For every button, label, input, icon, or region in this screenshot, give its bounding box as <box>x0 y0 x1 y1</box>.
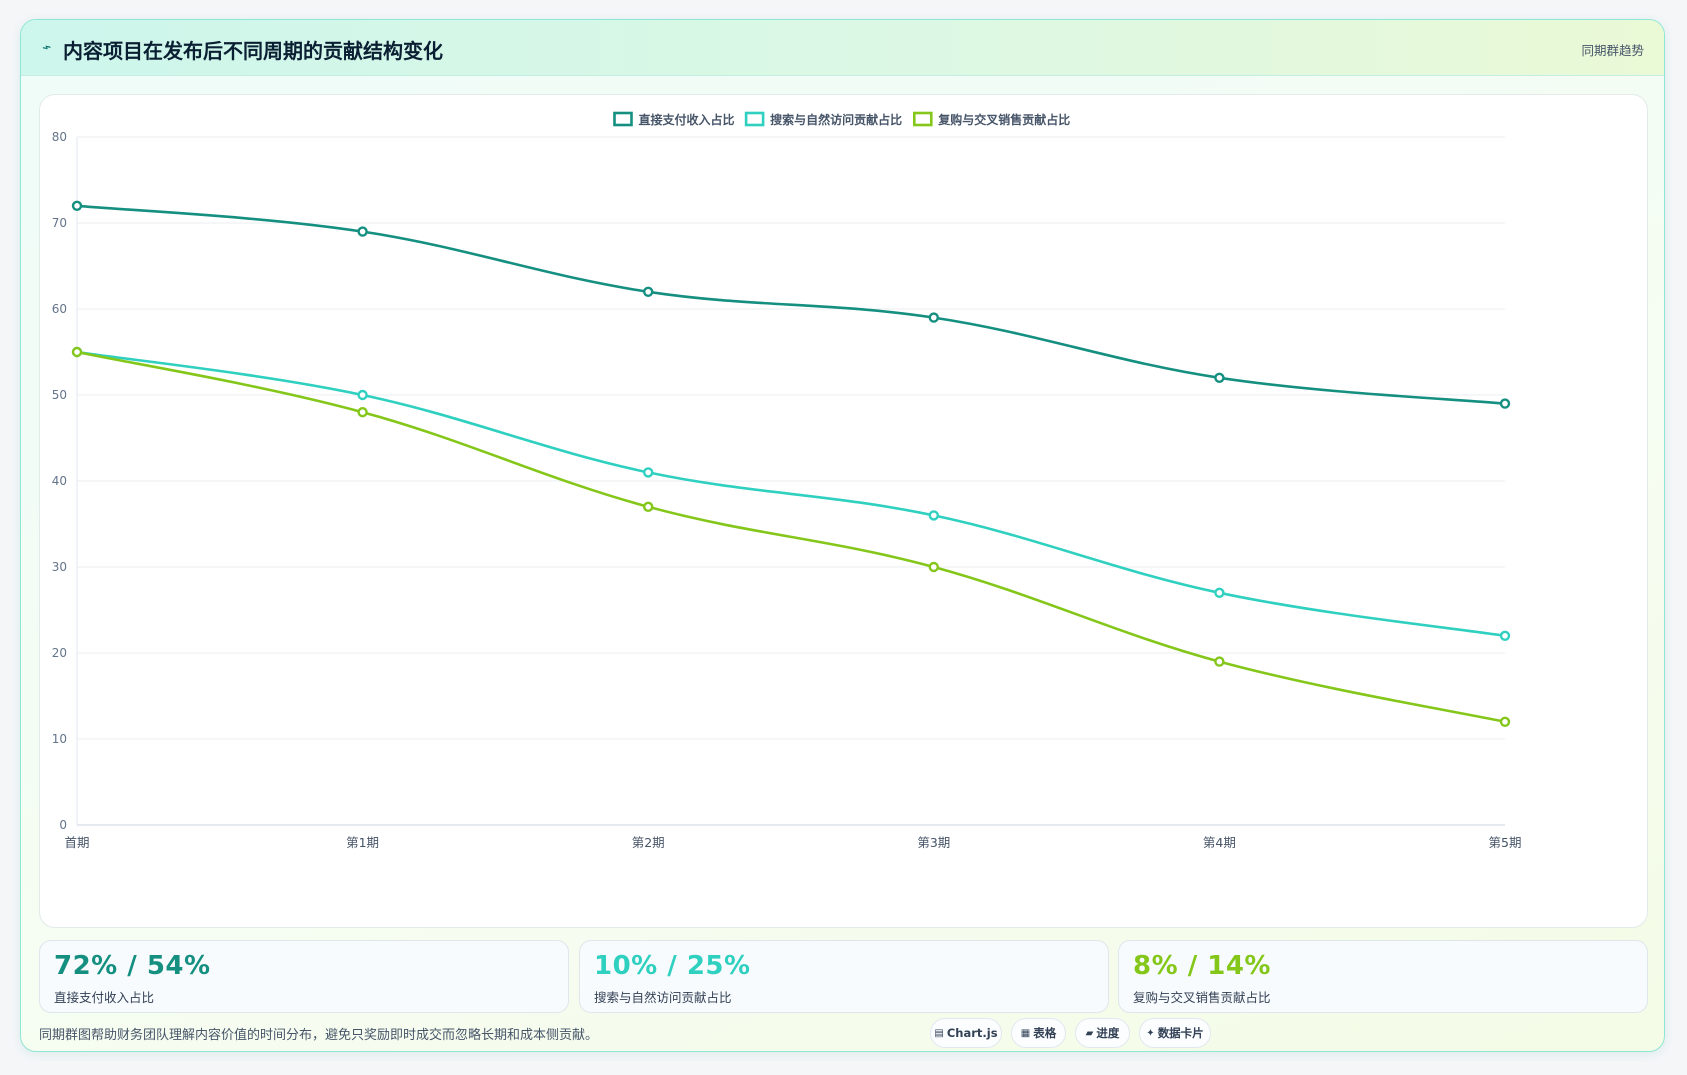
series-line-3 <box>75 350 1507 724</box>
data-point-series-1 <box>928 312 939 323</box>
chip-table[interactable]: ▦ 表格 <box>1011 1018 1066 1048</box>
stat-label: 复购与交叉销售贡献占比 <box>1133 990 1271 1005</box>
legend-label: 搜索与自然访问贡献占比 <box>770 112 902 127</box>
chip-label: 数据卡片 <box>1157 1026 1204 1040</box>
chart-panel: 0 10 20 30 40 50 60 70 80 首期 第1期 第2期 第3期 第4期 第5期 直接支付收入… <box>39 94 1648 928</box>
data-point-series-2 <box>643 467 654 478</box>
stat-value: 8% / 14% <box>1133 951 1271 981</box>
data-point-series-1 <box>357 226 368 237</box>
data-point-series-3 <box>643 501 654 512</box>
series-line-2 <box>75 350 1507 638</box>
legend-swatch <box>912 111 933 127</box>
stat-label: 直接支付收入占比 <box>54 990 155 1005</box>
chip-label: 进度 <box>1096 1026 1120 1040</box>
line-chart: 0 10 20 30 40 50 60 70 80 首期 第1期 第2期 第3期 第4期 第5期 直接支付收入… <box>52 111 1522 850</box>
chip-chartjs[interactable]: ▤ Chart.js <box>930 1018 1002 1048</box>
y-tick-label: 50 <box>52 388 67 402</box>
y-tick-label: 30 <box>52 560 67 574</box>
stat-value: 72% / 54% <box>54 951 211 981</box>
chart-icon: ▤ <box>934 1027 944 1039</box>
header-tag: 同期群趋势 <box>1581 43 1644 58</box>
y-tick-label: 60 <box>52 302 67 316</box>
stat-value: 10% / 25% <box>594 951 751 981</box>
x-tick-label: 第1期 <box>346 835 379 850</box>
y-tick-label: 70 <box>52 216 67 230</box>
legend-swatch <box>744 111 765 127</box>
data-point-series-2 <box>357 389 368 401</box>
chip-label: Chart.js <box>946 1026 998 1040</box>
table-icon: ▦ <box>1020 1027 1031 1039</box>
data-point-series-1 <box>643 286 654 298</box>
y-tick-label: 10 <box>52 732 67 746</box>
data-point-series-3 <box>357 407 368 418</box>
x-tick-label: 第3期 <box>917 835 950 850</box>
legend-swatch <box>613 111 633 127</box>
y-tick-label: 40 <box>52 474 67 488</box>
data-point-series-3 <box>928 561 939 573</box>
chip-label: 表格 <box>1033 1026 1057 1040</box>
y-tick-label: 0 <box>59 818 67 832</box>
data-point-series-1 <box>1499 398 1511 409</box>
stat-card-repurchase: 8% / 14% 复购与交叉销售贡献占比 <box>1118 940 1648 1013</box>
chip-progress[interactable]: ▰ 进度 <box>1075 1018 1130 1048</box>
chip-data-card[interactable]: ✦ 数据卡片 <box>1139 1018 1211 1048</box>
x-tick-label: 第4期 <box>1203 835 1236 850</box>
card-header: ⌁ 内容项目在发布后不同周期的贡献结构变化 同期群趋势 <box>21 20 1664 76</box>
sparkline-icon: ⌁ <box>39 36 54 58</box>
legend-label: 复购与交叉销售贡献占比 <box>937 112 1070 127</box>
legend-label: 直接支付收入占比 <box>639 112 735 127</box>
data-point-series-2 <box>1499 630 1511 641</box>
x-tick-label: 第5期 <box>1489 835 1522 850</box>
stat-card-search: 10% / 25% 搜索与自然访问贡献占比 <box>579 940 1109 1013</box>
stat-label: 搜索与自然访问贡献占比 <box>594 990 732 1005</box>
y-tick-label: 20 <box>52 646 67 660</box>
data-point-series-3 <box>71 346 83 358</box>
progress-icon: ▰ <box>1085 1027 1094 1039</box>
chart-card: ⌁ 内容项目在发布后不同周期的贡献结构变化 同期群趋势 0 10 20 30 40 50 6… <box>20 19 1665 1052</box>
page-title: 内容项目在发布后不同周期的贡献结构变化 <box>63 39 443 63</box>
stat-card-direct: 72% / 54% 直接支付收入占比 <box>39 940 569 1013</box>
x-tick-label: 首期 <box>64 835 89 850</box>
data-point-series-2 <box>1214 587 1225 598</box>
data-point-series-2 <box>928 510 939 521</box>
sparkle-icon: ✦ <box>1146 1027 1155 1039</box>
data-point-series-3 <box>1499 716 1511 727</box>
x-tick-label: 第2期 <box>632 835 665 850</box>
data-point-series-1 <box>71 200 83 212</box>
data-point-series-3 <box>1214 656 1225 667</box>
y-tick-label: 80 <box>52 130 67 144</box>
footer-note: 同期群图帮助财务团队理解内容价值的时间分布，避免只奖励即时成交而忽略长期和成本侧… <box>39 1028 599 1043</box>
data-point-series-1 <box>1214 372 1225 383</box>
series-line-1 <box>75 204 1507 405</box>
